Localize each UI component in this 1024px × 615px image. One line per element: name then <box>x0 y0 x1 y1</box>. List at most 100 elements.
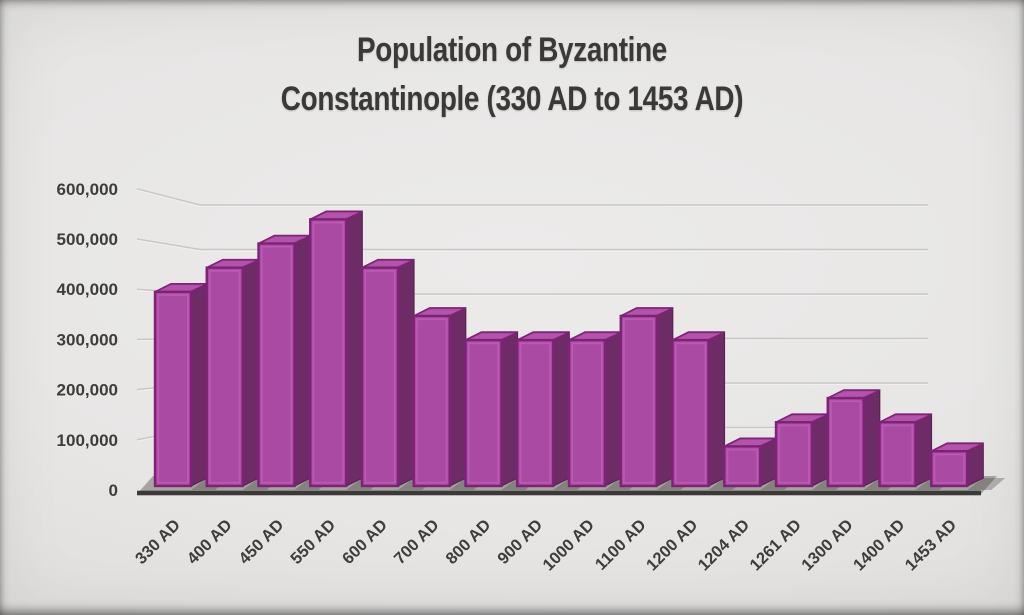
bar-shadow <box>967 478 1006 490</box>
bar-side-face <box>500 331 519 487</box>
bar-front-bevel <box>467 342 500 484</box>
bar-front-bevel <box>209 269 241 484</box>
bar-top-bevel <box>520 333 566 340</box>
x-axis-label-800-ad: 800 AD <box>442 516 494 568</box>
x-axis-label-550-ad: 550 AD <box>287 516 339 568</box>
bar-front-bevel <box>260 245 293 484</box>
bar-top-bevel <box>830 391 876 398</box>
x-axis-label-1200-ad: 1200 AD <box>643 516 701 574</box>
bar-top-bevel <box>261 237 307 243</box>
bar-side-face <box>242 258 260 487</box>
y-axis-label-400-000: 400,000 <box>57 280 118 299</box>
bar-top-bevel <box>313 212 359 219</box>
bar-top-bevel <box>675 333 721 340</box>
chart-title-line-1: Population of Byzantine <box>357 31 667 69</box>
bar-top-bevel <box>416 309 462 316</box>
x-axis-label-900-ad: 900 AD <box>494 516 546 568</box>
bar-600-ad <box>360 258 436 490</box>
bar-top-bevel <box>209 261 255 268</box>
bar-side-face <box>811 413 829 487</box>
bar-top-bevel <box>158 285 203 292</box>
bar-side-face <box>397 258 415 487</box>
bar-front-bevel <box>623 318 655 484</box>
bar-1400-ad <box>878 413 954 490</box>
bar-top-bevel <box>779 415 824 422</box>
bar-front-face <box>930 449 969 488</box>
bar-side-face <box>552 331 570 487</box>
bar-1453-ad <box>930 442 1006 490</box>
x-axis-label-330-ad: 330 AD <box>132 516 184 568</box>
x-axis-label-400-ad: 400 AD <box>184 516 236 568</box>
bar-top-bevel <box>882 415 928 422</box>
bar-front-face <box>412 314 451 488</box>
bar-front-face <box>774 421 814 488</box>
bar-front-bevel <box>571 342 603 484</box>
y-axis-label-100-000: 100,000 <box>57 431 118 450</box>
bar-front-face <box>567 338 607 488</box>
bar-side-face <box>914 413 933 487</box>
bar-800-ad <box>464 331 540 490</box>
bar-top-bevel <box>934 444 980 451</box>
y-axis-label-600-000: 600,000 <box>57 180 118 199</box>
bar-front-face <box>671 338 710 488</box>
bar-side-face <box>656 306 674 487</box>
bar-front-bevel <box>933 453 965 484</box>
bar-top-bevel <box>572 333 617 340</box>
bar-side-face <box>190 282 208 487</box>
bar-front-bevel <box>674 342 707 484</box>
bar-front-bevel <box>312 221 344 484</box>
x-axis-label-600-ad: 600 AD <box>339 516 391 568</box>
x-axis-label-1204-ad: 1204 AD <box>695 516 753 574</box>
bar-side-face <box>707 331 726 487</box>
bar-front-face <box>360 266 400 488</box>
bar-front-bevel <box>157 294 189 484</box>
x-axis-label-1100-ad: 1100 AD <box>592 516 650 574</box>
chart-title-line-2: Constantinople (330 AD to 1453 AD) <box>280 80 744 118</box>
y-axis-label-500-000: 500,000 <box>57 230 118 249</box>
x-axis-label-1261-ad: 1261 AD <box>746 516 804 574</box>
bar-front-bevel <box>830 400 862 484</box>
bar-1261-ad <box>774 413 850 490</box>
bar-400-ad <box>205 258 281 490</box>
bar-top-bevel <box>365 261 410 268</box>
x-axis-line <box>137 490 981 496</box>
bar-700-ad <box>412 306 488 490</box>
bar-side-face <box>345 210 363 487</box>
bar-front-bevel <box>519 342 551 484</box>
bar-top-bevel <box>468 333 514 340</box>
bar-front-face <box>516 338 555 488</box>
gridline-600-000 <box>136 188 928 207</box>
bar-front-bevel <box>778 424 810 484</box>
bar-front-face <box>257 242 296 488</box>
bar-front-face <box>205 266 244 488</box>
bar-front-face <box>309 218 348 488</box>
chart-title: Population of Byzantine Constantinople (… <box>0 26 1024 124</box>
bar-front-bevel <box>416 318 448 484</box>
bar-front-face <box>619 314 658 488</box>
bar-side-face <box>604 331 622 487</box>
x-axis-label-1400-ad: 1400 AD <box>850 516 908 574</box>
bar-front-face <box>723 445 762 488</box>
bar-side-face <box>293 234 312 487</box>
bar-front-face <box>878 421 917 488</box>
bar-450-ad <box>257 234 333 490</box>
bar-front-face <box>826 396 865 488</box>
gridline-500-000 <box>136 238 928 252</box>
y-axis-label-200-000: 200,000 <box>57 381 118 400</box>
bar-top-bevel <box>727 439 773 446</box>
x-axis-label-450-ad: 450 AD <box>235 516 287 568</box>
y-axis-label-300-000: 300,000 <box>57 330 118 349</box>
x-axis-label-700-ad: 700 AD <box>391 516 443 568</box>
x-axis-label-1453-ad: 1453 AD <box>902 516 960 574</box>
bar-front-face <box>464 338 503 488</box>
bar-top-bevel <box>623 309 669 316</box>
bar-front-face <box>153 290 193 488</box>
y-axis-label-0: 0 <box>109 481 118 500</box>
x-axis-label-1000-ad: 1000 AD <box>539 516 597 574</box>
bar-side-face <box>449 306 467 487</box>
bar-side-face <box>863 389 881 487</box>
bar-front-bevel <box>726 448 758 484</box>
x-axis-label-1300-ad: 1300 AD <box>798 516 856 574</box>
